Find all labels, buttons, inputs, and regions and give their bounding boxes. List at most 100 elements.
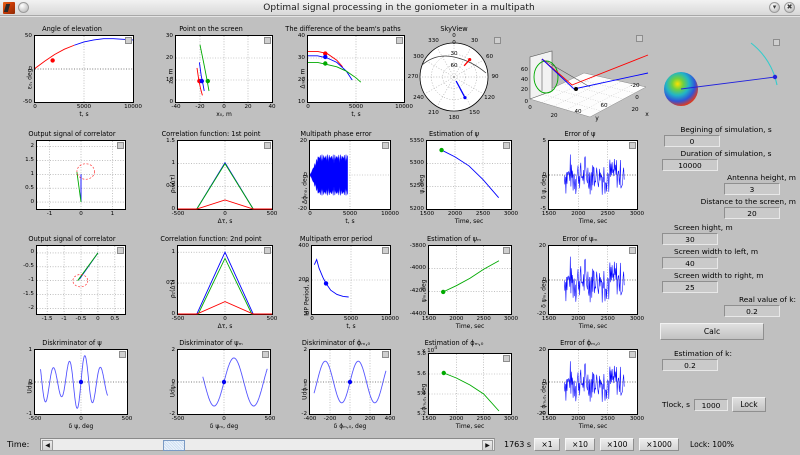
field-value[interactable]: 40	[662, 257, 718, 269]
speed-x100-button[interactable]: ×100	[600, 438, 634, 451]
x-tick-label: 10000	[395, 104, 413, 110]
plot-resize-handle[interactable]	[396, 37, 403, 44]
field-value[interactable]: 10000	[662, 159, 718, 171]
field-value[interactable]: 20	[724, 207, 780, 219]
speed-x1000-button[interactable]: ×1000	[639, 438, 679, 451]
y-axis-label: δ ψ, deg	[540, 174, 548, 200]
plot-resize-handle[interactable]	[629, 142, 636, 149]
plot-resize-handle[interactable]	[125, 37, 132, 44]
x-tick-label: 10000	[381, 211, 399, 217]
speed-x10-button[interactable]: ×10	[565, 438, 595, 451]
plot-resize-handle[interactable]	[503, 142, 510, 149]
close-icon[interactable]: ✖	[784, 2, 795, 13]
plot-canvas[interactable]	[307, 35, 405, 103]
plot-resize-handle[interactable]	[629, 247, 636, 254]
x-tick-label: 3000	[629, 416, 645, 422]
x-tick-label: 0	[310, 316, 314, 322]
plot-canvas[interactable]	[428, 245, 512, 315]
window-menu-icon[interactable]	[18, 2, 29, 13]
plot-canvas[interactable]	[36, 245, 126, 315]
plot-canvas[interactable]	[311, 245, 391, 315]
plot-canvas[interactable]	[548, 140, 638, 210]
plot-canvas[interactable]	[309, 349, 391, 415]
plot-resize-handle[interactable]	[264, 142, 271, 149]
plot-canvas[interactable]	[309, 140, 391, 210]
plot-canvas[interactable]	[426, 140, 512, 210]
title-bar: Optimal signal processing in the goniome…	[0, 0, 800, 16]
plot-resize-handle[interactable]	[494, 37, 501, 44]
calc-button[interactable]: Calc	[660, 323, 764, 340]
globe-canvas[interactable]	[655, 29, 795, 125]
plot-canvas[interactable]	[177, 349, 271, 415]
x-tick-label: -200	[323, 416, 337, 422]
y-tick-label: 0	[169, 98, 173, 105]
skyview-canvas[interactable]	[402, 31, 506, 123]
time-slider[interactable]: ◀ ▶	[40, 438, 495, 451]
plot-canvas[interactable]	[175, 35, 273, 103]
plot-skyview: SkyView 0 30 60 90 120 150 180 210 240 270 300 330 0 3…	[402, 25, 506, 125]
plot-canvas[interactable]	[177, 245, 273, 315]
x-tick-label: -40	[171, 104, 181, 110]
plot-resize-handle[interactable]	[503, 355, 510, 362]
plot-canvas[interactable]	[177, 140, 273, 210]
plot-resize-handle[interactable]	[264, 247, 271, 254]
plot-canvas[interactable]	[36, 140, 126, 210]
plot-resize-handle[interactable]	[262, 351, 269, 358]
tlock-input[interactable]: 1000	[693, 398, 728, 411]
field-value[interactable]: 30	[662, 233, 718, 245]
plot-resize-handle[interactable]	[382, 351, 389, 358]
plot-resize-handle[interactable]	[264, 37, 271, 44]
field-value[interactable]: 25	[662, 281, 718, 293]
plot-resize-handle[interactable]	[629, 351, 636, 358]
field-value[interactable]: 0	[664, 135, 720, 147]
x-axis-label: Time, sec	[454, 218, 484, 225]
y-tick-label: 20	[538, 346, 546, 353]
x-tick-label: 400	[384, 416, 396, 422]
estimation-of-k-value[interactable]: 0.2	[662, 359, 718, 371]
plot-canvas[interactable]	[548, 245, 638, 315]
slider-thumb[interactable]	[163, 440, 185, 451]
field-value[interactable]: 3	[724, 183, 780, 195]
plot-title: Multipath phase error	[300, 130, 372, 138]
plot-diskriminator-of-psi: Diskriminator of ψ -1 0 1 -500 0 500 δ ψ, deg Ud…	[6, 339, 138, 439]
plot-resize-handle[interactable]	[119, 351, 126, 358]
x-tick-label: -1.5	[41, 316, 53, 322]
z-tick-label: 40	[520, 77, 528, 83]
bottom-bar: Time: ◀ ▶ 1763 s ×1 ×10 ×100 ×1000 Lock:…	[0, 435, 800, 455]
plot-canvas[interactable]	[34, 35, 134, 103]
x-axis-label: x₀, m	[216, 111, 232, 118]
plot-globe	[655, 25, 795, 125]
left-arrow-icon[interactable]: ◀	[42, 440, 53, 451]
plot-resize-handle[interactable]	[773, 39, 780, 46]
x-tick-label: 0	[79, 416, 83, 422]
plot-resize-handle[interactable]	[117, 247, 124, 254]
plot-canvas[interactable]	[34, 349, 128, 415]
elevation-tick-label: 30	[450, 51, 458, 58]
plot-resize-handle[interactable]	[636, 35, 643, 42]
plot-title: Correlation function: 1st point	[161, 130, 261, 138]
y-tick-label: 0	[30, 249, 34, 256]
plot-canvas[interactable]	[428, 353, 512, 415]
geometry-3d-canvas[interactable]	[512, 29, 652, 125]
plot-resize-handle[interactable]	[382, 142, 389, 149]
azimuth-tick-label: 30	[470, 38, 479, 45]
plot-title: Error of ψ	[564, 130, 596, 138]
right-arrow-icon[interactable]: ▶	[482, 440, 493, 451]
plot-resize-handle[interactable]	[117, 142, 124, 149]
plot-canvas[interactable]	[548, 349, 638, 415]
x-tick-label: 40	[574, 109, 582, 115]
plot-resize-handle[interactable]	[382, 247, 389, 254]
estimation-of-k-group: Estimation of k: 0.2	[656, 349, 796, 371]
plot-resize-handle[interactable]	[503, 247, 510, 254]
field-label: Screen width to right, m	[674, 271, 764, 280]
y-axis-label: ρ₂(Δτ)	[169, 279, 177, 299]
x-tick-label: 1500	[541, 316, 557, 322]
field-value[interactable]: 0.2	[724, 305, 780, 317]
speed-x1-button[interactable]: ×1	[534, 438, 560, 451]
y-tick-label: 0	[171, 205, 175, 212]
x-tick-label: 2500	[476, 416, 491, 422]
x-tick-label: 5000	[343, 316, 359, 322]
minimize-icon[interactable]: ▾	[769, 2, 780, 13]
lock-button[interactable]: Lock	[731, 397, 766, 412]
